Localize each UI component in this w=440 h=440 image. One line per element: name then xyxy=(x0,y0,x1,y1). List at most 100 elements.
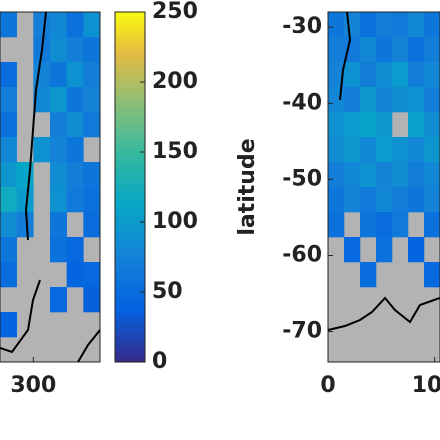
heatmap-cell xyxy=(392,162,409,188)
heatmap-cell xyxy=(66,37,84,63)
heatmap-cell xyxy=(424,262,440,288)
heatmap-cell xyxy=(408,162,425,188)
heatmap-cell xyxy=(16,187,34,213)
y-tick-label: -50 xyxy=(282,166,322,191)
plot-frame xyxy=(327,11,440,363)
heatmap-cell xyxy=(50,137,67,163)
heatmap-cell xyxy=(328,137,345,163)
plots xyxy=(0,11,440,363)
heatmap-cell xyxy=(50,212,67,238)
heatmap-cell xyxy=(392,87,409,113)
y-tick-label: -70 xyxy=(282,319,322,344)
heatmap-cell xyxy=(344,112,361,138)
y-tick-label: -40 xyxy=(282,90,322,115)
heatmap-cell xyxy=(66,62,84,88)
heatmap-cell xyxy=(360,137,377,163)
heatmap-cell xyxy=(376,37,393,63)
heatmap-cell xyxy=(376,237,393,263)
heatmap-cell xyxy=(360,212,377,238)
heatmap-cell xyxy=(33,62,51,88)
heatmap-cell xyxy=(376,162,393,188)
heatmap-cell xyxy=(424,87,440,113)
heatmap-cell xyxy=(360,12,377,38)
heatmap-cell xyxy=(376,112,393,138)
heatmap-cell xyxy=(408,37,425,63)
heatmap-cell xyxy=(0,187,17,213)
heatmap-cell xyxy=(33,87,51,113)
colorbar-tick-label: 200 xyxy=(152,69,198,94)
coastline xyxy=(339,11,352,101)
heatmap-cell xyxy=(424,187,440,213)
colorbar xyxy=(114,11,146,363)
heatmap-cell xyxy=(66,162,84,188)
x-tick-label: 0 xyxy=(320,373,335,398)
heatmap-cell xyxy=(83,262,101,288)
heatmap-cell xyxy=(50,162,67,188)
heatmap-cell xyxy=(344,87,361,113)
heatmap-cell xyxy=(376,62,393,88)
heatmap-cell xyxy=(360,112,377,138)
heatmap-cell xyxy=(83,37,101,63)
heatmap-cell xyxy=(344,37,361,63)
heatmap-cell xyxy=(0,262,17,288)
heatmap-cell xyxy=(66,187,84,213)
heatmap-cell xyxy=(344,187,361,213)
heatmap-cell xyxy=(33,12,51,38)
heatmap-cell xyxy=(66,137,84,163)
heatmap-cell xyxy=(424,37,440,63)
heatmap-cell xyxy=(50,112,67,138)
heatmap-cell xyxy=(50,87,67,113)
x-tick-label: 100 xyxy=(412,373,440,398)
heatmap-cell xyxy=(392,137,409,163)
heatmap-cell xyxy=(0,312,17,338)
heatmap-cell xyxy=(0,212,17,238)
heatmap-cell xyxy=(424,62,440,88)
heatmap-cell xyxy=(66,87,84,113)
heatmap-cell xyxy=(376,87,393,113)
heatmap-cell xyxy=(376,187,393,213)
heatmap-cell xyxy=(83,162,101,188)
heatmap-cell xyxy=(83,212,101,238)
heatmap-cell xyxy=(408,62,425,88)
heatmap-cell xyxy=(16,212,34,238)
heatmap-cell xyxy=(328,162,345,188)
heatmap-cell xyxy=(376,137,393,163)
heatmap-cell xyxy=(408,112,425,138)
heatmap-cell xyxy=(0,237,17,263)
heatmap-cell xyxy=(408,12,425,38)
heatmap-cell xyxy=(328,212,345,238)
colorbar-tick-label: 50 xyxy=(152,279,183,304)
heatmap-cell xyxy=(50,12,67,38)
heatmap-cell xyxy=(0,112,17,138)
heatmap-cell xyxy=(66,237,84,263)
heatmap-cell xyxy=(376,212,393,238)
coastline xyxy=(77,329,101,363)
heatmap-cell xyxy=(0,87,17,113)
coastline xyxy=(0,11,47,354)
y-tick-label: -60 xyxy=(282,242,322,267)
y-axis-label: latitude xyxy=(235,138,260,235)
heatmap-cell xyxy=(328,62,345,88)
heatmap-cell xyxy=(50,62,67,88)
heatmap-cell xyxy=(50,187,67,213)
colorbar-tick-label: 150 xyxy=(152,139,198,164)
colorbar-tick-label: 100 xyxy=(152,209,198,234)
heatmap-cell xyxy=(360,262,377,288)
heatmap-cell xyxy=(328,37,345,63)
heatmap-cell xyxy=(392,212,409,238)
heatmap-cell xyxy=(83,112,101,138)
heatmap-cell xyxy=(0,12,17,38)
heatmap-cell xyxy=(83,187,101,213)
heatmap-cell xyxy=(83,62,101,88)
heatmap-cell xyxy=(424,112,440,138)
heatmap-cell xyxy=(392,62,409,88)
heatmap-cell xyxy=(424,212,440,238)
heatmap-cell xyxy=(360,187,377,213)
heatmap-cell xyxy=(50,287,67,313)
heatmap-cell xyxy=(0,137,17,163)
heatmap-cell xyxy=(344,137,361,163)
heatmap-cell xyxy=(344,162,361,188)
heatmap-cell xyxy=(408,87,425,113)
